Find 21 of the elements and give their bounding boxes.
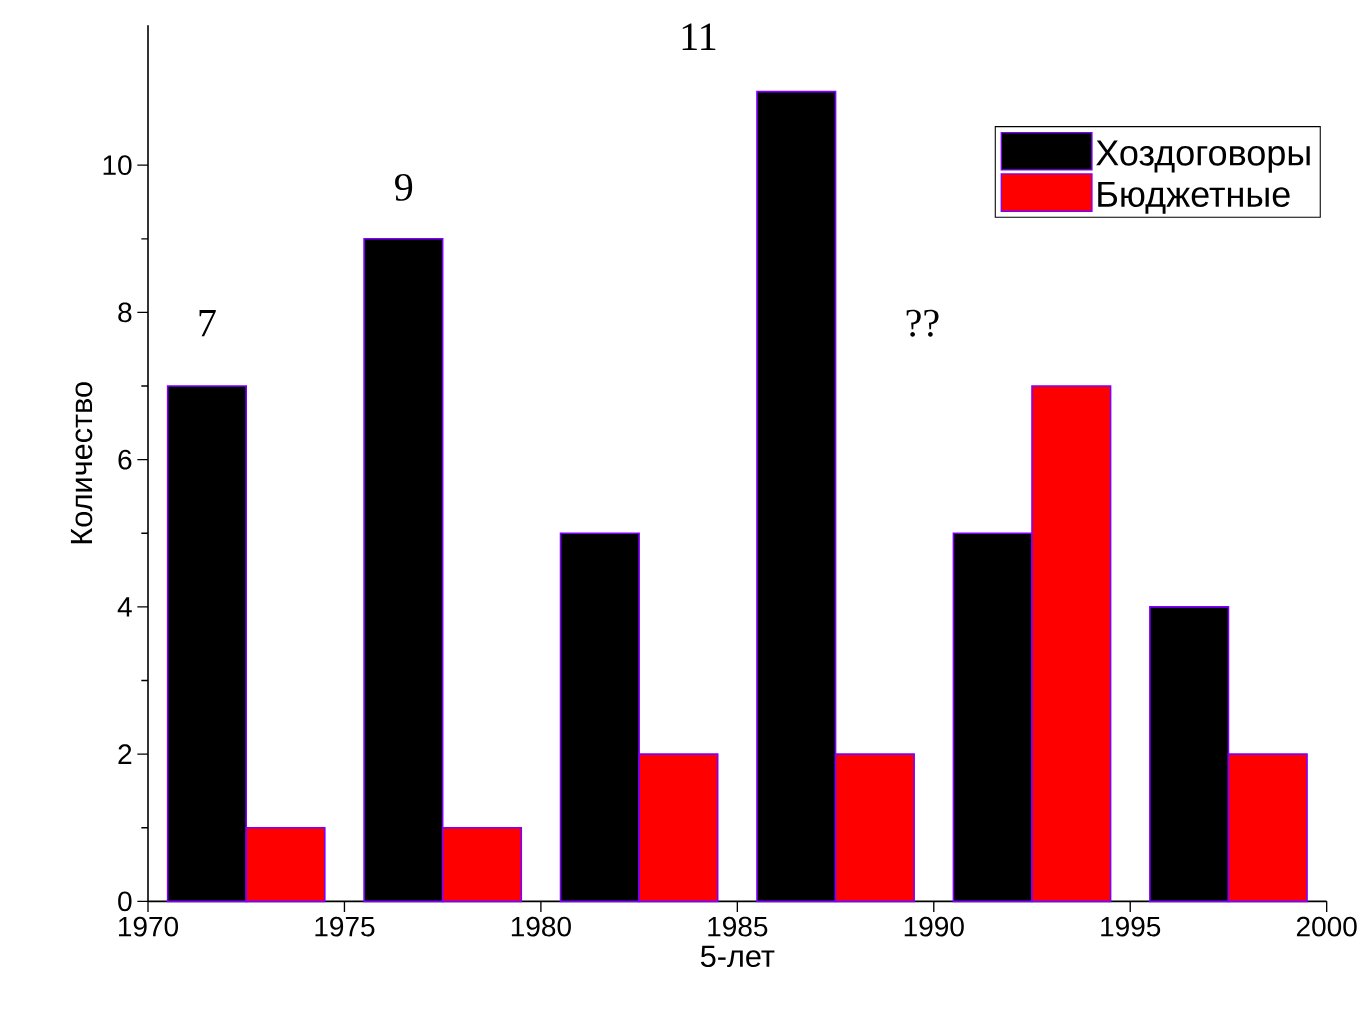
legend-label: Хоздоговоры — [1096, 140, 1310, 173]
y-tick-label: 4 — [117, 597, 132, 617]
x-tick-label: 1975 — [315, 916, 375, 937]
x-tick-label: 1985 — [708, 916, 768, 937]
y-axis-title: Количество — [70, 382, 93, 544]
x-tick-label: 1990 — [904, 916, 964, 937]
y-tick-label: 0 — [118, 891, 132, 912]
x-axis-title: 5-лет — [700, 945, 775, 968]
annotation: 7 — [199, 310, 216, 337]
x-tick-label: 1970 — [118, 916, 179, 937]
x-tick-label: 1980 — [511, 916, 571, 937]
y-tick-label: 10 — [103, 155, 132, 176]
x-tick-label: 2000 — [1296, 916, 1357, 937]
annotation: ?? — [906, 309, 939, 337]
y-tick-label: 8 — [118, 302, 132, 323]
y-tick-label: 2 — [118, 744, 132, 764]
x-tick-label: 1995 — [1101, 916, 1161, 937]
annotation: 9 — [395, 173, 413, 201]
y-tick-label: 6 — [118, 449, 132, 470]
legend-label: Бюджетные — [1098, 181, 1290, 214]
annotation: 11 — [682, 23, 716, 50]
